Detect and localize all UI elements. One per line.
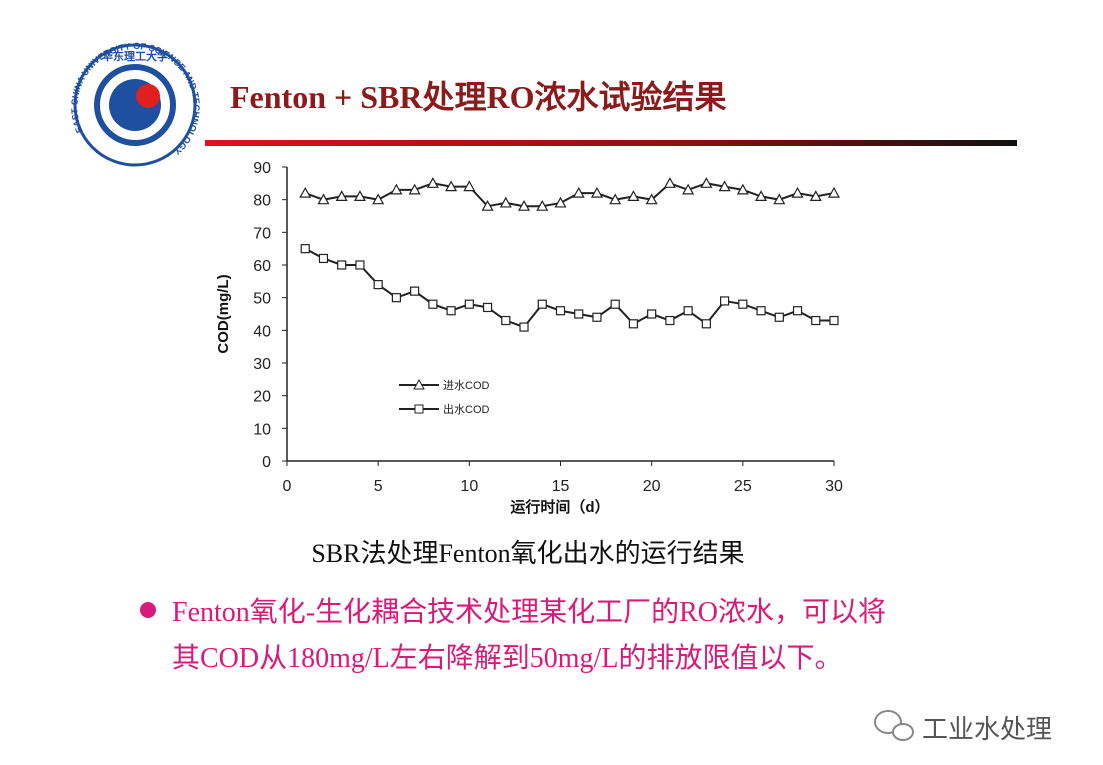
y-tick-label: 60	[253, 258, 271, 275]
legend-label: 出水COD	[443, 402, 489, 416]
point	[299, 186, 312, 198]
point	[501, 315, 511, 326]
point	[738, 299, 748, 309]
point	[755, 190, 768, 201]
slide-title: Fenton + SBR处理RO浓水试验结果	[230, 79, 727, 115]
legend-label: 进水COD	[443, 379, 489, 392]
y-tick-label: 40	[253, 323, 271, 340]
point	[665, 315, 675, 326]
point	[390, 183, 403, 195]
x-axis-label: 运行时间（d）	[510, 498, 609, 516]
caption: SBR法处理Fenton氧化出水的运行结果	[311, 539, 744, 568]
point	[610, 299, 620, 309]
point	[829, 315, 839, 326]
y-tick-label: 50	[253, 291, 271, 308]
point	[408, 183, 421, 195]
point	[700, 177, 713, 188]
y-tick-label: 30	[253, 356, 271, 373]
point	[391, 293, 401, 303]
point	[554, 196, 567, 208]
point	[736, 183, 749, 195]
point	[774, 312, 784, 322]
point	[647, 309, 657, 319]
point	[792, 306, 803, 316]
y-tick-label: 20	[253, 389, 271, 406]
point	[682, 183, 695, 195]
x-tick-label: 20	[643, 478, 661, 495]
x-tick-label: 0	[283, 478, 292, 495]
x-tick-label: 15	[552, 478, 570, 495]
point	[300, 244, 310, 254]
x-tick-label: 30	[825, 478, 843, 495]
point	[811, 315, 821, 326]
bullet-dot	[140, 602, 156, 618]
point	[372, 193, 385, 205]
legend-marker	[413, 378, 425, 390]
y-tick-label: 10	[253, 421, 271, 438]
point	[719, 296, 730, 306]
point	[482, 302, 493, 313]
y-axis-label: COD(mg/L)	[215, 274, 232, 353]
point	[536, 199, 549, 211]
point	[317, 193, 330, 205]
point	[463, 180, 476, 192]
x-tick-label: 10	[460, 478, 478, 495]
point	[555, 306, 566, 316]
point	[572, 186, 585, 198]
point	[609, 193, 622, 205]
y-tick-label: 70	[253, 225, 271, 242]
chart: 运行时间（d） COD(mg/L) 0 10 20 30 40 50 60 70 80 90 0 5 1…	[215, 160, 843, 516]
point	[335, 190, 348, 201]
point	[701, 319, 711, 329]
watermark: 工业水处理	[922, 714, 1052, 744]
y-tick-label: 0	[262, 454, 271, 471]
logo-dot	[136, 84, 160, 108]
point	[373, 280, 383, 290]
legend-marker	[414, 404, 424, 414]
point	[773, 193, 786, 205]
point	[481, 199, 494, 211]
point	[446, 306, 456, 316]
point	[428, 299, 438, 309]
point	[718, 180, 731, 192]
logo: EAST CHINA UNIVERSITY OF SCIENCE AND TEC…	[69, 41, 202, 167]
point	[809, 190, 822, 201]
logo-cn: 华东理工大学	[102, 49, 168, 63]
point	[590, 186, 603, 198]
x-tick-label: 25	[734, 478, 752, 495]
point	[791, 186, 804, 198]
point	[464, 299, 474, 309]
point	[518, 199, 531, 211]
point	[519, 322, 529, 332]
point	[592, 312, 602, 322]
point	[645, 193, 658, 205]
point	[353, 190, 366, 201]
point	[574, 309, 584, 319]
bullet-line: Fenton氧化-生化耦合技术处理某化工厂的RO浓水，可以将	[172, 596, 886, 628]
point	[627, 190, 640, 201]
point	[355, 260, 365, 270]
point	[499, 196, 512, 208]
point	[628, 319, 639, 329]
title-rule	[205, 140, 1017, 146]
point	[537, 299, 547, 309]
legend-item: 出水COD	[399, 402, 489, 416]
bullet-line: 其COD从180mg/L左右降解到50mg/L的排放限值以下。	[172, 642, 842, 674]
legend-item: 进水COD	[399, 378, 489, 392]
point	[756, 306, 766, 316]
point	[445, 180, 458, 192]
point	[827, 186, 841, 198]
point	[683, 306, 693, 316]
y-tick-label: 80	[253, 193, 271, 210]
x-tick-label: 5	[374, 478, 383, 495]
point	[426, 177, 439, 188]
y-tick-label: 90	[253, 160, 271, 177]
watermark-icon	[874, 710, 914, 741]
point	[337, 260, 347, 270]
point	[663, 177, 676, 188]
point	[318, 253, 329, 264]
point	[410, 286, 420, 296]
